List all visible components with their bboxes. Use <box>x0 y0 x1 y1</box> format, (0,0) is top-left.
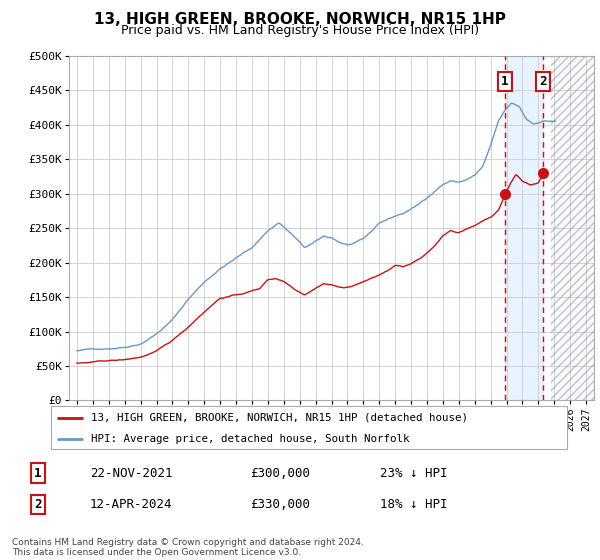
FancyBboxPatch shape <box>50 406 568 450</box>
Text: 2: 2 <box>34 498 42 511</box>
Text: 22-NOV-2021: 22-NOV-2021 <box>90 466 173 479</box>
Text: 12-APR-2024: 12-APR-2024 <box>90 498 173 511</box>
Text: 23% ↓ HPI: 23% ↓ HPI <box>380 466 448 479</box>
Text: Contains HM Land Registry data © Crown copyright and database right 2024.
This d: Contains HM Land Registry data © Crown c… <box>12 538 364 557</box>
Text: 13, HIGH GREEN, BROOKE, NORWICH, NR15 1HP: 13, HIGH GREEN, BROOKE, NORWICH, NR15 1H… <box>94 12 506 27</box>
Text: Price paid vs. HM Land Registry's House Price Index (HPI): Price paid vs. HM Land Registry's House … <box>121 24 479 36</box>
Bar <box>551 56 594 400</box>
Text: £330,000: £330,000 <box>250 498 310 511</box>
Text: 1: 1 <box>34 466 42 479</box>
Bar <box>551 56 594 400</box>
Text: £300,000: £300,000 <box>250 466 310 479</box>
Text: 18% ↓ HPI: 18% ↓ HPI <box>380 498 448 511</box>
Text: 2: 2 <box>539 75 547 88</box>
Text: 13, HIGH GREEN, BROOKE, NORWICH, NR15 1HP (detached house): 13, HIGH GREEN, BROOKE, NORWICH, NR15 1H… <box>91 413 468 423</box>
Bar <box>505 56 543 400</box>
Text: 1: 1 <box>501 75 509 88</box>
Text: HPI: Average price, detached house, South Norfolk: HPI: Average price, detached house, Sout… <box>91 435 409 444</box>
